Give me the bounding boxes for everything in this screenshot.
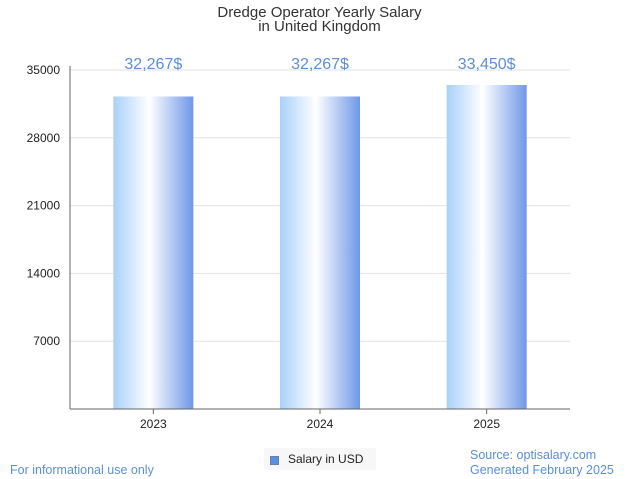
y-tick-label: 35000 <box>27 63 61 77</box>
bar <box>280 96 360 409</box>
legend: Salary in USD <box>264 448 376 470</box>
legend-swatch-icon <box>270 456 279 465</box>
generated-text: Generated February 2025 <box>470 463 614 477</box>
axes <box>69 66 570 414</box>
source-text: Source: optisalary.com <box>470 448 597 462</box>
legend-label: Salary in USD <box>288 452 364 466</box>
y-tick-label: 28000 <box>27 131 61 145</box>
chart-subtitle: in United Kingdom <box>258 18 381 35</box>
disclaimer-text: For informational use only <box>10 463 154 477</box>
y-tick-label: 7000 <box>33 334 60 348</box>
bars <box>113 85 527 410</box>
x-tick-label: 2023 <box>140 417 167 431</box>
data-label: 32,267$ <box>124 56 182 73</box>
data-label: 32,267$ <box>291 56 349 73</box>
bar <box>113 96 194 409</box>
x-tick-label: 2025 <box>473 417 500 431</box>
labels: 7000 14000 21000 28000 35000 2023 32,267$ 2024 3… <box>27 56 516 431</box>
data-label: 33,450$ <box>458 56 516 73</box>
bar <box>446 85 527 410</box>
y-tick-label: 21000 <box>27 199 61 213</box>
x-tick-label: 2024 <box>307 417 334 431</box>
chart-title: Dredge Operator Yearly Salary <box>217 4 422 21</box>
y-tick-label: 14000 <box>27 266 61 280</box>
